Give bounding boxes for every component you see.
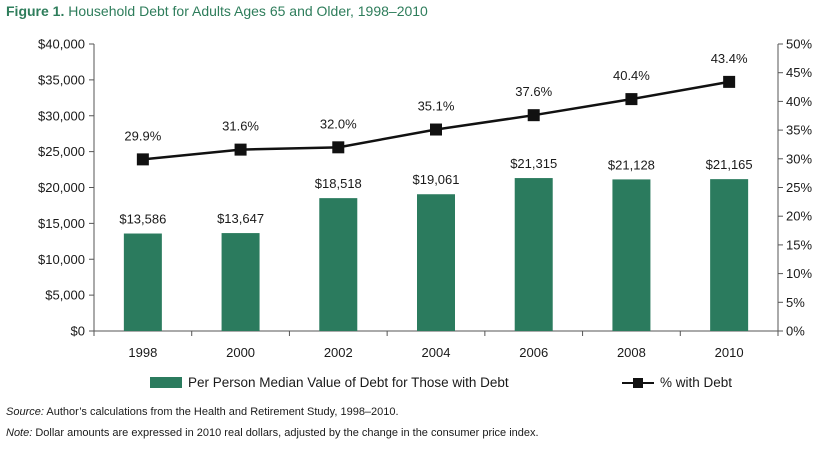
line-data-label: 37.6%: [515, 84, 552, 99]
y-right-tick-label: 50%: [786, 37, 812, 52]
figure-title-text: Household Debt for Adults Ages 65 and Ol…: [68, 3, 428, 19]
x-tick-label: 2006: [519, 345, 548, 360]
source-label: Source:: [6, 406, 44, 418]
x-tick-label: 2008: [617, 345, 646, 360]
note-text: Dollar amounts are expressed in 2010 rea…: [32, 427, 539, 439]
line-point-marker: [430, 123, 442, 136]
bar-data-label: $21,128: [608, 157, 655, 172]
y-right-tick-label: 30%: [786, 151, 812, 166]
line-point-marker: [527, 109, 540, 122]
bar: [123, 233, 162, 331]
y-left-tick-label: $25,000: [38, 144, 85, 159]
y-right-tick-label: 25%: [786, 180, 812, 195]
labels-group: $13,586 $13,647 $18,518 $19,061 $21,315 $21,1…: [119, 51, 752, 227]
legend-line-label: % with Debt: [660, 375, 733, 390]
y-right-tick-label: 40%: [786, 94, 812, 109]
x-tick-label: 2000: [226, 345, 255, 360]
source-text: Author’s calculations from the Health an…: [43, 406, 399, 418]
line-point-marker: [136, 153, 149, 166]
bar-data-label: $21,315: [510, 156, 557, 171]
y-left-tick-label: $5,000: [45, 288, 85, 303]
y-left-tick-label: $0: [71, 324, 85, 339]
legend-line-entry: % with Debt: [622, 375, 732, 390]
line-data-label: 32.0%: [320, 116, 357, 131]
line-data-label: 35.1%: [418, 99, 455, 114]
chart-title: Figure 1. Household Debt for Adults Ages…: [6, 3, 428, 19]
axes-group: $0 $5,000 $10,000 $15,000 $20,000 $25,000 $30,…: [38, 37, 812, 361]
y-left-tick-label: $35,000: [38, 72, 85, 87]
legend-bar-label: Per Person Median Value of Debt for Thos…: [188, 375, 509, 390]
line-point-marker: [234, 143, 247, 156]
y-left-tick-label: $40,000: [38, 37, 85, 52]
y-left-tick-label: $30,000: [38, 108, 85, 123]
y-right-tick-label: 20%: [786, 209, 812, 224]
y-right-tick-label: 35%: [786, 123, 812, 138]
bar-data-label: $21,165: [706, 157, 753, 172]
line-data-label: 29.9%: [124, 128, 161, 143]
y-left-tick-label: $10,000: [38, 252, 85, 267]
bar-data-label: $13,586: [119, 212, 166, 227]
note-label: Note:: [6, 427, 33, 439]
y-right-tick-label: 0%: [786, 324, 805, 339]
bar: [710, 179, 749, 331]
y-right-tick-label: 5%: [786, 295, 805, 310]
line-data-label: 31.6%: [222, 119, 259, 134]
bar-data-label: $13,647: [217, 211, 264, 226]
legend-bar-swatch: [150, 377, 182, 388]
line-group: [136, 75, 736, 166]
bar: [612, 179, 651, 331]
y-right-tick-label: 45%: [786, 65, 812, 80]
note-footnote: Note: Dollar amounts are expressed in 20…: [6, 427, 539, 439]
line-data-label: 40.4%: [613, 68, 650, 83]
line-data-label: 43.4%: [711, 51, 748, 66]
x-tick-label: 2010: [715, 345, 744, 360]
line-point-marker: [625, 93, 638, 106]
bar: [319, 198, 358, 331]
y-left-tick-label: $15,000: [38, 216, 85, 231]
bars-group: [123, 178, 749, 331]
chart-svg: $0 $5,000 $10,000 $15,000 $20,000 $25,000 $30,…: [38, 37, 812, 361]
bar: [221, 233, 260, 331]
source-note: Source: Author’s calculations from the H…: [6, 406, 399, 418]
y-right-tick-label: 15%: [786, 237, 812, 252]
x-tick-label: 1998: [128, 345, 157, 360]
y-left-tick-label: $20,000: [38, 180, 85, 195]
legend-line-swatch: [622, 377, 654, 389]
x-tick-label: 2002: [324, 345, 353, 360]
x-tick-label: 2004: [422, 345, 451, 360]
bar: [514, 178, 553, 331]
bar-data-label: $19,061: [413, 172, 460, 187]
line-point-marker: [723, 75, 736, 88]
legend-bar-entry: Per Person Median Value of Debt for Thos…: [150, 375, 509, 390]
y-right-tick-label: 10%: [786, 266, 812, 281]
bar-data-label: $18,518: [315, 176, 362, 191]
line-point-marker: [332, 141, 345, 154]
figure-label: Figure 1.: [6, 3, 65, 19]
bar: [417, 194, 455, 331]
